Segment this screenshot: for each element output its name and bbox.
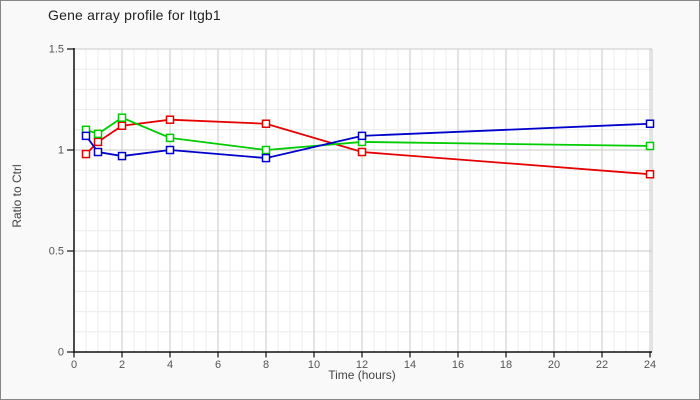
blue-series	[81, 119, 655, 163]
green-series	[81, 113, 655, 155]
blue-series-marker	[81, 131, 91, 141]
svg-text:24: 24	[644, 359, 656, 371]
svg-text:14: 14	[404, 359, 416, 371]
green-series-marker	[165, 133, 175, 143]
chart-title: Gene array profile for Itgb1	[48, 7, 221, 23]
y-axis-label: Ratio to Ctrl	[10, 164, 24, 227]
red-series-marker	[93, 137, 103, 147]
svg-text:12: 12	[356, 359, 368, 371]
svg-text:0.5: 0.5	[49, 246, 64, 258]
x-tick-labels: 0 2 4 6 8 10 12 14 16 18 20 22 24	[71, 359, 656, 371]
svg-text:20: 20	[548, 359, 560, 371]
plot-area	[74, 49, 652, 352]
svg-text:4: 4	[167, 359, 173, 371]
y-tick-labels: 0 0.5 1 1.5	[49, 44, 64, 359]
green-series-marker	[261, 145, 271, 155]
red-series	[81, 115, 655, 179]
blue-series-marker	[165, 145, 175, 155]
svg-text:2: 2	[119, 359, 125, 371]
x-axis-label: Time (hours)	[328, 368, 396, 382]
svg-text:16: 16	[452, 359, 464, 371]
blue-series-marker	[93, 147, 103, 157]
blue-series-marker	[261, 153, 271, 163]
svg-text:1.5: 1.5	[49, 44, 64, 56]
red-series-marker	[357, 147, 367, 157]
blue-series-marker	[645, 119, 655, 128]
blue-series-marker	[117, 151, 127, 161]
svg-text:6: 6	[215, 359, 221, 371]
green-series-marker	[645, 141, 655, 151]
green-series-marker	[93, 129, 103, 139]
red-series-marker	[117, 121, 127, 131]
svg-text:0: 0	[71, 359, 77, 371]
svg-text:22: 22	[596, 359, 608, 371]
svg-text:10: 10	[308, 359, 320, 371]
red-series-marker	[81, 149, 91, 159]
svg-text:18: 18	[500, 359, 512, 371]
svg-text:8: 8	[263, 359, 269, 371]
green-series-marker	[117, 113, 127, 122]
red-series-marker	[261, 119, 271, 128]
svg-text:0: 0	[58, 347, 64, 359]
blue-series-marker	[357, 131, 367, 141]
tick-marks	[67, 48, 651, 358]
svg-text:1: 1	[58, 145, 64, 157]
red-series-marker	[645, 169, 655, 179]
red-series-marker	[165, 115, 175, 124]
minor-gridlines	[74, 49, 652, 352]
